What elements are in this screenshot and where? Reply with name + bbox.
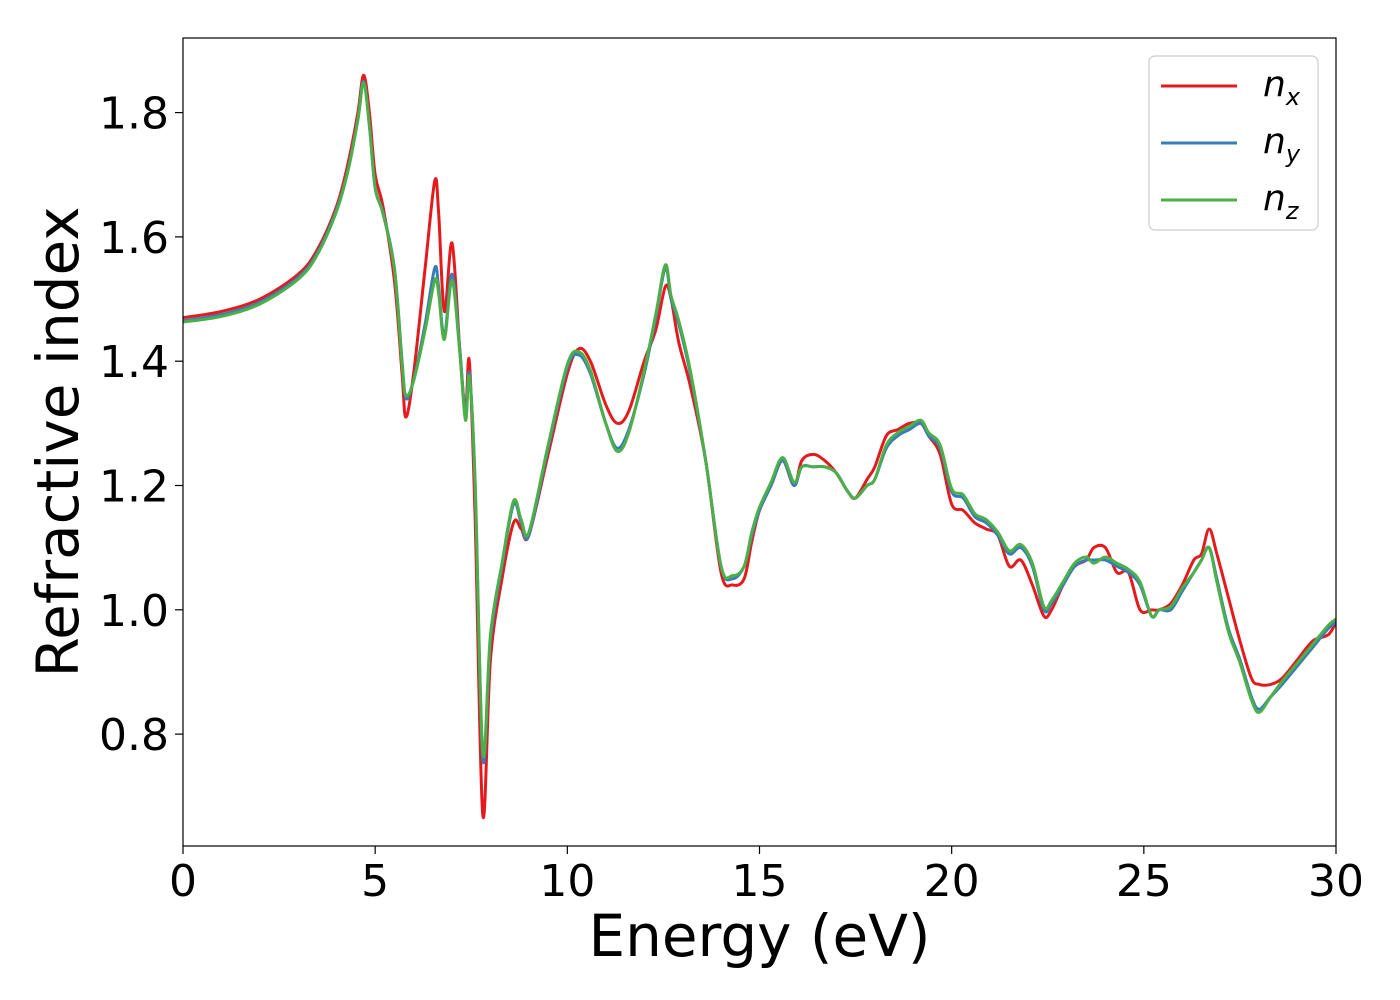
legend-label-main: n (1263, 121, 1286, 162)
y-axis-ticks: 0.8 1.0 1.2 1.4 1.6 1.8 (99, 89, 183, 761)
legend-label-n-y: ny (1263, 121, 1301, 168)
series-line-n-z (183, 81, 1336, 758)
x-tick-label: 25 (1116, 856, 1172, 907)
x-tick-label: 15 (732, 856, 788, 907)
legend-label-subscript: x (1285, 83, 1301, 111)
series-layer (183, 73, 1336, 820)
x-tick-label: 5 (361, 856, 389, 907)
x-tick-label: 20 (924, 856, 980, 907)
x-tick-label: 0 (169, 856, 197, 907)
y-tick-label: 1.0 (99, 586, 169, 637)
legend-label-n-x: nx (1263, 64, 1301, 111)
legend-label-subscript: z (1285, 197, 1300, 225)
y-tick-label: 1.8 (99, 89, 169, 140)
x-tick-label: 10 (539, 856, 595, 907)
legend-label-n-z: nz (1263, 178, 1300, 225)
x-tick-label: 30 (1308, 856, 1364, 907)
y-tick-label: 0.8 (99, 710, 169, 761)
y-tick-label: 1.6 (99, 213, 169, 264)
legend-label-subscript: y (1285, 140, 1301, 168)
y-tick-label: 1.4 (99, 337, 169, 388)
legend-label-main: n (1263, 178, 1286, 219)
x-axis-title: Energy (eV) (588, 902, 930, 970)
y-axis-title: Refractive index (24, 206, 92, 677)
y-tick-label: 1.2 (99, 462, 169, 513)
legend-label-main: n (1263, 64, 1286, 105)
x-axis-ticks: 0 5 10 15 20 25 30 (169, 846, 1364, 907)
